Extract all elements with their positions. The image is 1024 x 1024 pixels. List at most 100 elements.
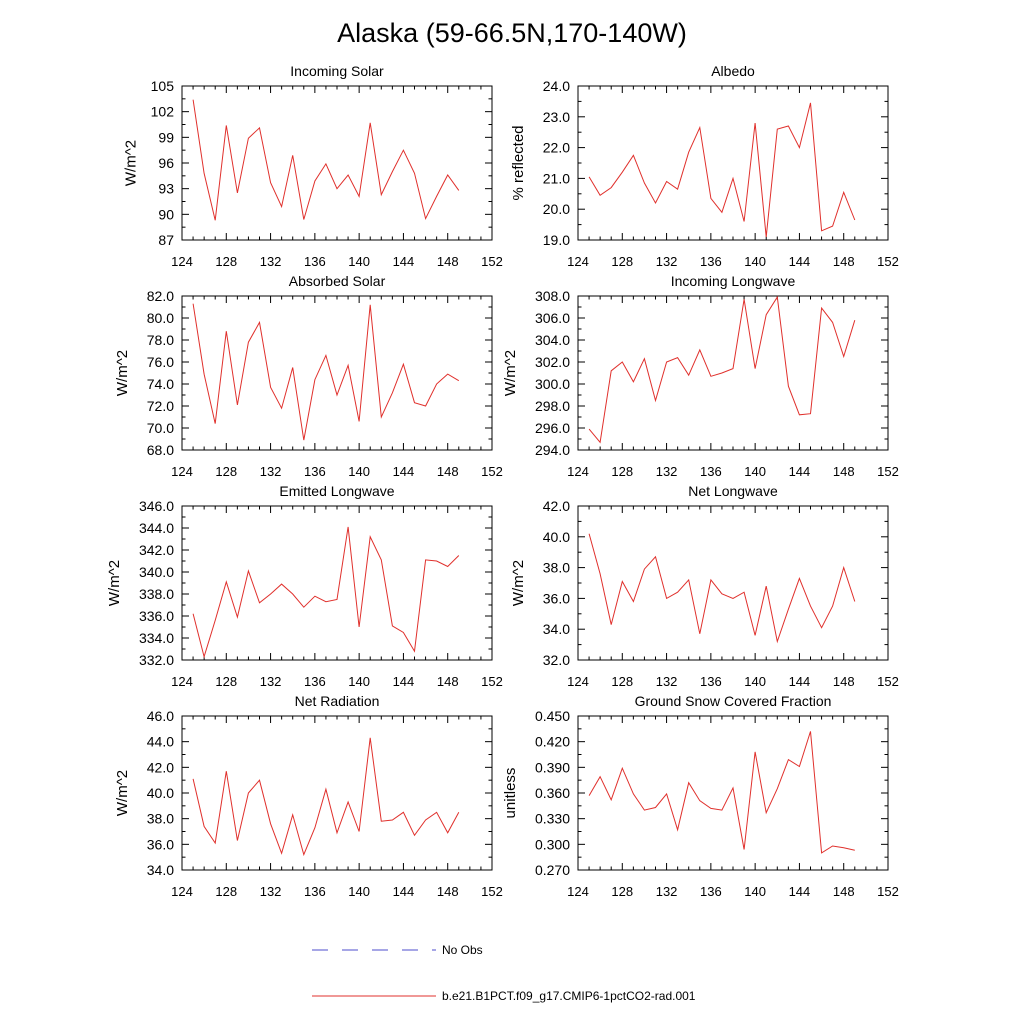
panel-albedo: 124 128 132 136 140 144 148 152 19.0 20.0 21.0 22.0…	[510, 63, 899, 269]
y-tick-label: 346.0	[139, 498, 174, 514]
panel-title: Emitted Longwave	[279, 483, 394, 499]
panel-title: Albedo	[711, 63, 755, 79]
x-tick-label: 128	[611, 674, 633, 689]
series-line	[192, 737, 460, 857]
legend-label-model: b.e21.B1PCT.f09_g17.CMIP6-1pctCO2-rad.00…	[442, 989, 696, 1003]
x-tick-label: 152	[481, 884, 503, 899]
y-tick-label: 102	[151, 104, 175, 120]
y-tick-label: 302.0	[535, 354, 570, 370]
y-tick-label: 93	[158, 181, 174, 197]
y-tick-label: 99	[158, 129, 174, 145]
y-tick-label: 342.0	[139, 542, 174, 558]
y-tick-label: 34.0	[147, 862, 174, 878]
x-tick-label: 124	[567, 674, 589, 689]
y-tick-label: 44.0	[147, 734, 174, 750]
y-tick-label: 32.0	[543, 652, 570, 668]
plot-frame	[577, 85, 889, 241]
x-tick-label: 148	[437, 254, 459, 269]
panel-ground-snow-covered-fraction: 124 128 132 136 140 144 148 152 0.270 0.300 0.330 0…	[502, 693, 899, 899]
y-tick-label: 40.0	[543, 529, 570, 545]
x-tick-label: 128	[611, 254, 633, 269]
x-tick-label: 132	[656, 464, 678, 479]
y-tick-label: 304.0	[535, 332, 570, 348]
x-tick-label: 144	[393, 254, 415, 269]
x-tick-label: 144	[789, 254, 811, 269]
y-tick-label: 344.0	[139, 520, 174, 536]
y-tick-label: 0.300	[535, 836, 570, 852]
y-tick-label: 23.0	[543, 109, 570, 125]
y-tick-label: 96	[158, 155, 174, 171]
x-tick-label: 136	[304, 674, 326, 689]
x-tick-label: 128	[611, 884, 633, 899]
y-tick-label: 20.0	[543, 201, 570, 217]
x-tick-label: 136	[304, 254, 326, 269]
y-axis-label: % reflected	[510, 125, 527, 200]
x-tick-label: 132	[260, 464, 282, 479]
x-tick-label: 128	[215, 254, 237, 269]
panel-title: Ground Snow Covered Fraction	[635, 693, 832, 709]
x-tick-label: 152	[481, 674, 503, 689]
y-tick-label: 298.0	[535, 398, 570, 414]
y-tick-label: 19.0	[543, 232, 570, 248]
x-tick-label: 124	[567, 884, 589, 899]
x-tick-label: 140	[348, 674, 370, 689]
panel-incoming-solar: 124 128 132 136 140 144 148 152 87 90 93 96 99 102 105…	[122, 63, 502, 269]
x-tick-label: 128	[215, 464, 237, 479]
x-tick-label: 132	[260, 884, 282, 899]
x-tick-label: 152	[877, 464, 899, 479]
y-tick-label: 0.420	[535, 734, 570, 750]
y-axis-label: W/m^2	[114, 350, 131, 396]
y-tick-label: 338.0	[139, 586, 174, 602]
x-tick-label: 144	[789, 674, 811, 689]
panel-net-radiation: 124 128 132 136 140 144 148 152 34.0 36.0 38.0 40.0…	[114, 693, 503, 899]
panel-incoming-longwave: 124 128 132 136 140 144 148 152 294.0 296.0 298.0 3…	[502, 273, 899, 479]
plot-frame	[181, 85, 493, 241]
y-axis-label: W/m^2	[122, 140, 139, 186]
x-tick-label: 124	[171, 674, 193, 689]
y-axis-label: W/m^2	[114, 770, 131, 816]
x-tick-label: 152	[877, 254, 899, 269]
y-tick-label: 332.0	[139, 652, 174, 668]
x-tick-label: 148	[833, 254, 855, 269]
x-tick-label: 148	[833, 884, 855, 899]
y-tick-label: 82.0	[147, 288, 174, 304]
plot-frame	[181, 505, 493, 661]
y-tick-label: 38.0	[543, 560, 570, 576]
x-tick-label: 152	[481, 464, 503, 479]
x-tick-label: 152	[877, 884, 899, 899]
y-tick-label: 334.0	[139, 630, 174, 646]
x-tick-label: 128	[215, 674, 237, 689]
y-tick-label: 0.390	[535, 759, 570, 775]
plot-frame	[577, 295, 889, 451]
y-tick-label: 336.0	[139, 608, 174, 624]
y-tick-label: 78.0	[147, 332, 174, 348]
y-tick-label: 70.0	[147, 420, 174, 436]
x-tick-label: 136	[700, 674, 722, 689]
x-tick-label: 140	[348, 884, 370, 899]
y-tick-label: 76.0	[147, 354, 174, 370]
legend-label-no-obs: No Obs	[442, 943, 483, 957]
x-tick-label: 124	[171, 254, 193, 269]
y-tick-label: 36.0	[543, 590, 570, 606]
y-tick-label: 40.0	[147, 785, 174, 801]
y-tick-label: 34.0	[543, 621, 570, 637]
x-tick-label: 152	[877, 674, 899, 689]
x-tick-label: 144	[393, 884, 415, 899]
x-tick-label: 128	[215, 884, 237, 899]
y-tick-label: 46.0	[147, 708, 174, 724]
y-tick-label: 74.0	[147, 376, 174, 392]
x-tick-label: 136	[700, 464, 722, 479]
x-tick-label: 132	[656, 254, 678, 269]
plot-frame	[181, 295, 493, 451]
y-tick-label: 294.0	[535, 442, 570, 458]
x-tick-label: 144	[789, 884, 811, 899]
x-tick-label: 124	[171, 464, 193, 479]
plot-frame	[181, 715, 493, 871]
panel-title: Incoming Solar	[290, 63, 384, 79]
panel-absorbed-solar: 124 128 132 136 140 144 148 152 68.0 70.0 72.0 74.0…	[114, 273, 503, 479]
y-tick-label: 308.0	[535, 288, 570, 304]
panel-title: Absorbed Solar	[289, 273, 386, 289]
x-tick-label: 140	[744, 884, 766, 899]
y-tick-label: 0.270	[535, 862, 570, 878]
